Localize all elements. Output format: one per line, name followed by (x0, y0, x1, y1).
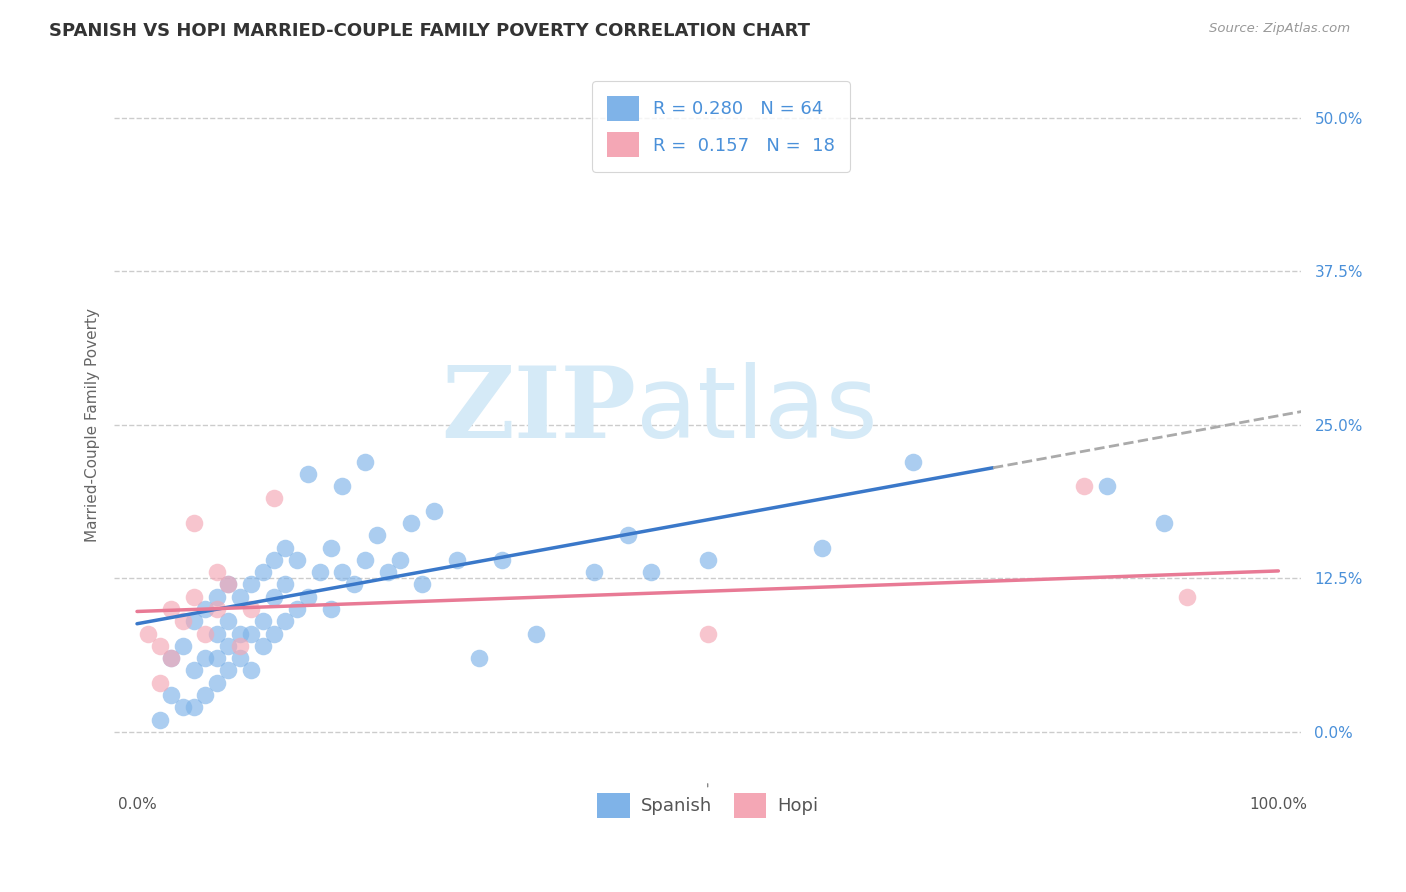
Point (160, 688, 183, 702)
Point (468, 651, 491, 665)
Point (205, 651, 228, 665)
Point (1073, 479, 1095, 493)
Point (183, 615, 205, 629)
Point (423, 504, 446, 518)
Point (205, 565, 228, 579)
Point (263, 491, 285, 506)
Point (1095, 479, 1118, 493)
Point (319, 602, 342, 616)
Point (252, 639, 274, 653)
Point (811, 541, 834, 555)
Point (160, 651, 183, 665)
Point (240, 602, 263, 616)
Point (411, 577, 433, 591)
Point (205, 590, 228, 604)
Point (285, 602, 308, 616)
Point (377, 565, 399, 579)
Point (194, 626, 217, 640)
Point (240, 664, 263, 678)
Point (217, 615, 239, 629)
Point (149, 713, 172, 727)
Point (217, 639, 239, 653)
Point (696, 553, 718, 567)
Point (183, 700, 205, 714)
Point (274, 541, 297, 555)
Point (172, 615, 194, 629)
Point (205, 675, 228, 690)
Legend: Spanish, Hopi: Spanish, Hopi (591, 786, 825, 825)
Point (696, 626, 718, 640)
Text: SPANISH VS HOPI MARRIED-COUPLE FAMILY POVERTY CORRELATION CHART: SPANISH VS HOPI MARRIED-COUPLE FAMILY PO… (49, 22, 810, 40)
Point (183, 664, 205, 678)
Point (252, 565, 274, 579)
Point (252, 615, 274, 629)
Text: ZIP: ZIP (441, 362, 637, 459)
Text: Source: ZipAtlas.com: Source: ZipAtlas.com (1209, 22, 1350, 36)
Point (240, 577, 263, 591)
Point (1175, 590, 1198, 604)
Point (138, 626, 160, 640)
Point (491, 553, 513, 567)
Point (582, 565, 605, 579)
Point (149, 675, 172, 690)
Point (399, 516, 422, 530)
Point (229, 639, 252, 653)
Text: atlas: atlas (637, 362, 879, 459)
Point (901, 454, 924, 468)
Point (274, 577, 297, 591)
Point (366, 528, 388, 542)
Point (229, 651, 252, 665)
Point (229, 626, 252, 640)
Point (205, 626, 228, 640)
Point (297, 467, 319, 481)
Point (205, 602, 228, 616)
Point (308, 565, 330, 579)
Point (263, 626, 285, 640)
Point (617, 528, 640, 542)
Y-axis label: Married-Couple Family Poverty: Married-Couple Family Poverty (86, 308, 100, 541)
Point (217, 577, 239, 591)
Point (446, 553, 468, 567)
Point (183, 590, 205, 604)
Point (149, 639, 172, 653)
Point (229, 590, 252, 604)
Point (319, 541, 342, 555)
Point (217, 577, 239, 591)
Point (297, 590, 319, 604)
Point (274, 615, 297, 629)
Point (183, 516, 205, 530)
Point (640, 565, 662, 579)
Point (332, 479, 354, 493)
Point (217, 664, 239, 678)
Point (194, 602, 217, 616)
Point (263, 590, 285, 604)
Point (172, 700, 194, 714)
Point (388, 553, 411, 567)
Point (285, 553, 308, 567)
Point (354, 553, 377, 567)
Point (194, 651, 217, 665)
Point (526, 626, 548, 640)
Point (332, 565, 354, 579)
Point (160, 602, 183, 616)
Point (1153, 516, 1175, 530)
Point (194, 688, 217, 702)
Point (343, 577, 366, 591)
Point (263, 553, 285, 567)
Point (160, 651, 183, 665)
Point (240, 626, 263, 640)
Point (172, 639, 194, 653)
Point (354, 454, 377, 468)
